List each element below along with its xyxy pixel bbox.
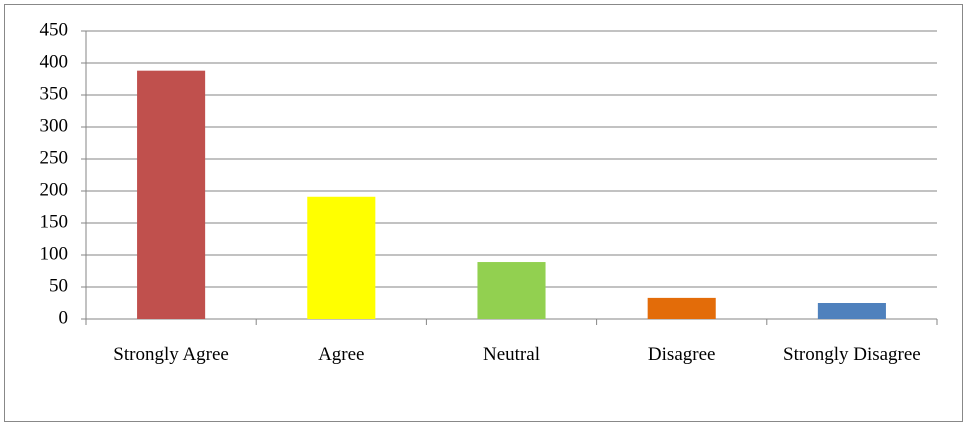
- y-tick-label: 150: [40, 211, 69, 232]
- x-tick-label: Strongly Disagree: [783, 344, 921, 365]
- bar: [817, 303, 886, 319]
- bar: [647, 297, 716, 319]
- y-tick-label: 350: [40, 83, 69, 104]
- x-tick-label: Neutral: [483, 344, 540, 365]
- x-tick-label: Agree: [318, 344, 365, 365]
- bar: [307, 196, 376, 319]
- y-tick-label: 200: [40, 179, 69, 200]
- y-tick-label: 50: [49, 275, 68, 296]
- y-tick-label: 400: [40, 51, 69, 72]
- bar: [137, 70, 206, 320]
- x-tick-label: Strongly Agree: [113, 344, 229, 365]
- bar: [477, 262, 546, 319]
- y-tick-label: 300: [40, 115, 69, 136]
- y-tick-label: 250: [40, 147, 69, 168]
- y-tick-label: 100: [40, 243, 69, 264]
- y-tick-label: 450: [40, 19, 69, 40]
- y-tick-label: 0: [59, 307, 69, 328]
- x-tick-label: Disagree: [647, 344, 716, 365]
